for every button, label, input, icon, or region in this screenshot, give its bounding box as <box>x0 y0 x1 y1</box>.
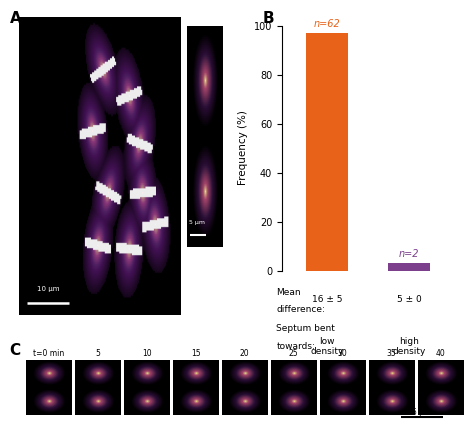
Text: 5 ± 0: 5 ± 0 <box>397 295 421 304</box>
Text: A: A <box>9 11 21 26</box>
Text: Septum bent: Septum bent <box>276 325 335 334</box>
Text: 5: 5 <box>95 349 100 358</box>
Text: 16 ± 5: 16 ± 5 <box>312 295 342 304</box>
Text: 40: 40 <box>436 349 446 358</box>
Text: 25: 25 <box>289 349 299 358</box>
Text: 35: 35 <box>387 349 397 358</box>
Text: 15: 15 <box>191 349 201 358</box>
Text: 10: 10 <box>142 349 152 358</box>
Text: C: C <box>9 343 20 358</box>
Text: n=2: n=2 <box>399 249 419 259</box>
Bar <box>388 263 430 271</box>
Y-axis label: Frequency (%): Frequency (%) <box>238 111 248 185</box>
Text: 10 μm: 10 μm <box>37 286 59 292</box>
Text: high
density: high density <box>392 337 426 356</box>
Text: 5 μm: 5 μm <box>190 220 205 225</box>
Text: n=62: n=62 <box>314 20 340 29</box>
Text: B: B <box>263 11 275 26</box>
Text: 30: 30 <box>338 349 347 358</box>
Text: Mean: Mean <box>276 288 301 296</box>
Text: t=0 min: t=0 min <box>33 349 64 358</box>
Text: difference:: difference: <box>276 305 325 314</box>
Text: 20: 20 <box>240 349 250 358</box>
Text: 5 μm: 5 μm <box>412 409 432 417</box>
Text: low
density: low density <box>310 337 344 356</box>
Text: towards:: towards: <box>276 342 315 351</box>
Bar <box>306 33 348 271</box>
